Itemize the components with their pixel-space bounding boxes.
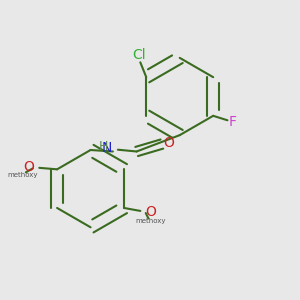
Text: O: O	[163, 136, 174, 150]
Text: N: N	[102, 141, 112, 155]
Text: O: O	[145, 206, 156, 219]
Text: methoxy: methoxy	[8, 172, 38, 178]
Text: Cl: Cl	[132, 48, 146, 62]
Text: methoxy: methoxy	[136, 218, 166, 224]
Text: H: H	[98, 140, 108, 153]
Text: F: F	[229, 115, 236, 129]
Text: O: O	[23, 160, 34, 174]
